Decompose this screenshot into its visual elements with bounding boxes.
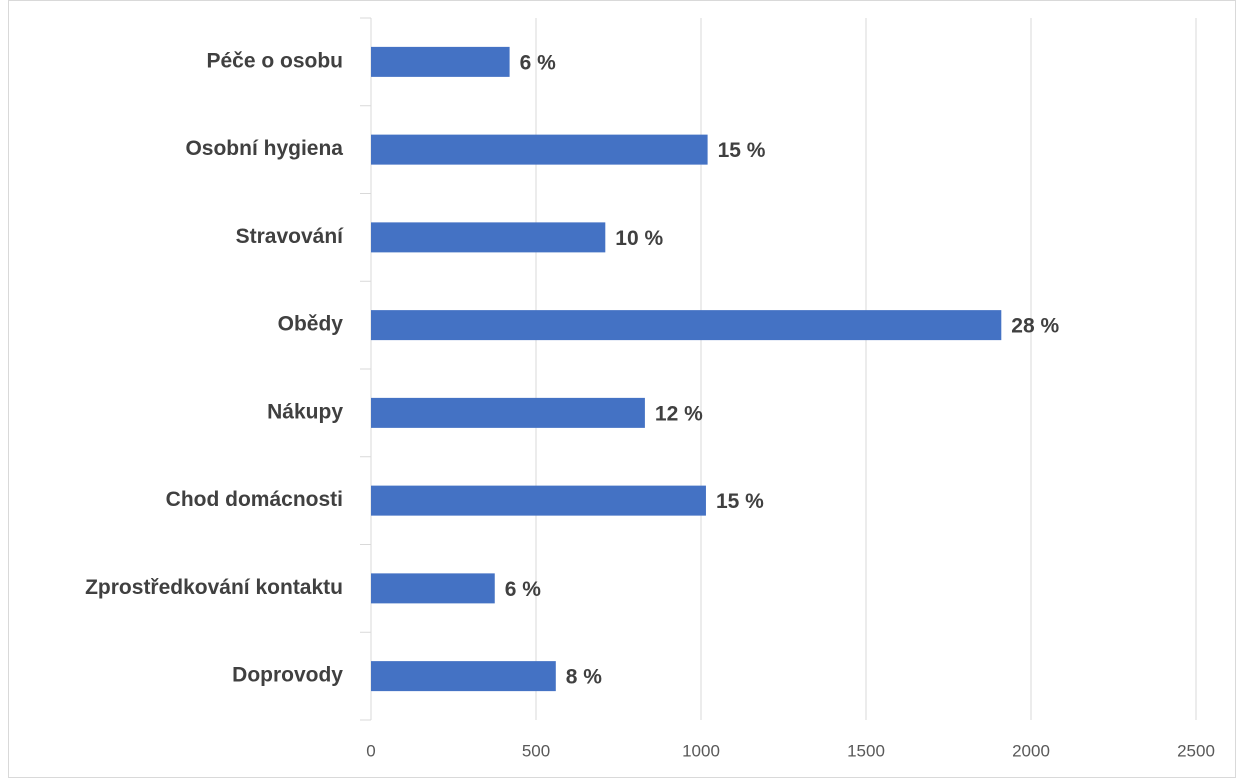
y-tick-label: Péče o osobu bbox=[206, 49, 343, 72]
y-tick-label: Stravování bbox=[236, 225, 345, 248]
value-label: 6 % bbox=[520, 51, 557, 74]
bar bbox=[371, 573, 495, 604]
value-label: 6 % bbox=[505, 578, 542, 601]
y-tick-label: Zprostředkování kontaktu bbox=[85, 576, 343, 599]
bar bbox=[371, 310, 1002, 341]
chart-frame bbox=[8, 0, 1236, 778]
value-label: 12 % bbox=[655, 402, 703, 425]
y-tick-label: Obědy bbox=[278, 313, 344, 336]
value-label: 15 % bbox=[716, 490, 764, 513]
x-tick-label: 2000 bbox=[1012, 741, 1050, 760]
y-tick-label: Osobní hygiena bbox=[185, 137, 343, 160]
bar bbox=[371, 222, 606, 253]
bar bbox=[371, 485, 706, 516]
x-tick-label: 500 bbox=[522, 741, 550, 760]
x-tick-label: 1000 bbox=[682, 741, 720, 760]
x-tick-label: 2500 bbox=[1177, 741, 1215, 760]
value-label: 8 % bbox=[566, 666, 603, 689]
x-tick-label: 1500 bbox=[847, 741, 885, 760]
bar bbox=[371, 134, 708, 165]
value-label: 15 % bbox=[718, 139, 766, 162]
y-tick-label: Nákupy bbox=[267, 400, 343, 423]
y-tick-label: Chod domácnosti bbox=[166, 488, 343, 511]
value-label: 10 % bbox=[615, 227, 663, 250]
value-label: 28 % bbox=[1011, 315, 1059, 338]
bar bbox=[371, 46, 510, 77]
bar bbox=[371, 397, 645, 428]
y-tick-label: Doprovody bbox=[232, 664, 343, 687]
x-tick-label: 0 bbox=[366, 741, 375, 760]
bar bbox=[371, 661, 556, 692]
